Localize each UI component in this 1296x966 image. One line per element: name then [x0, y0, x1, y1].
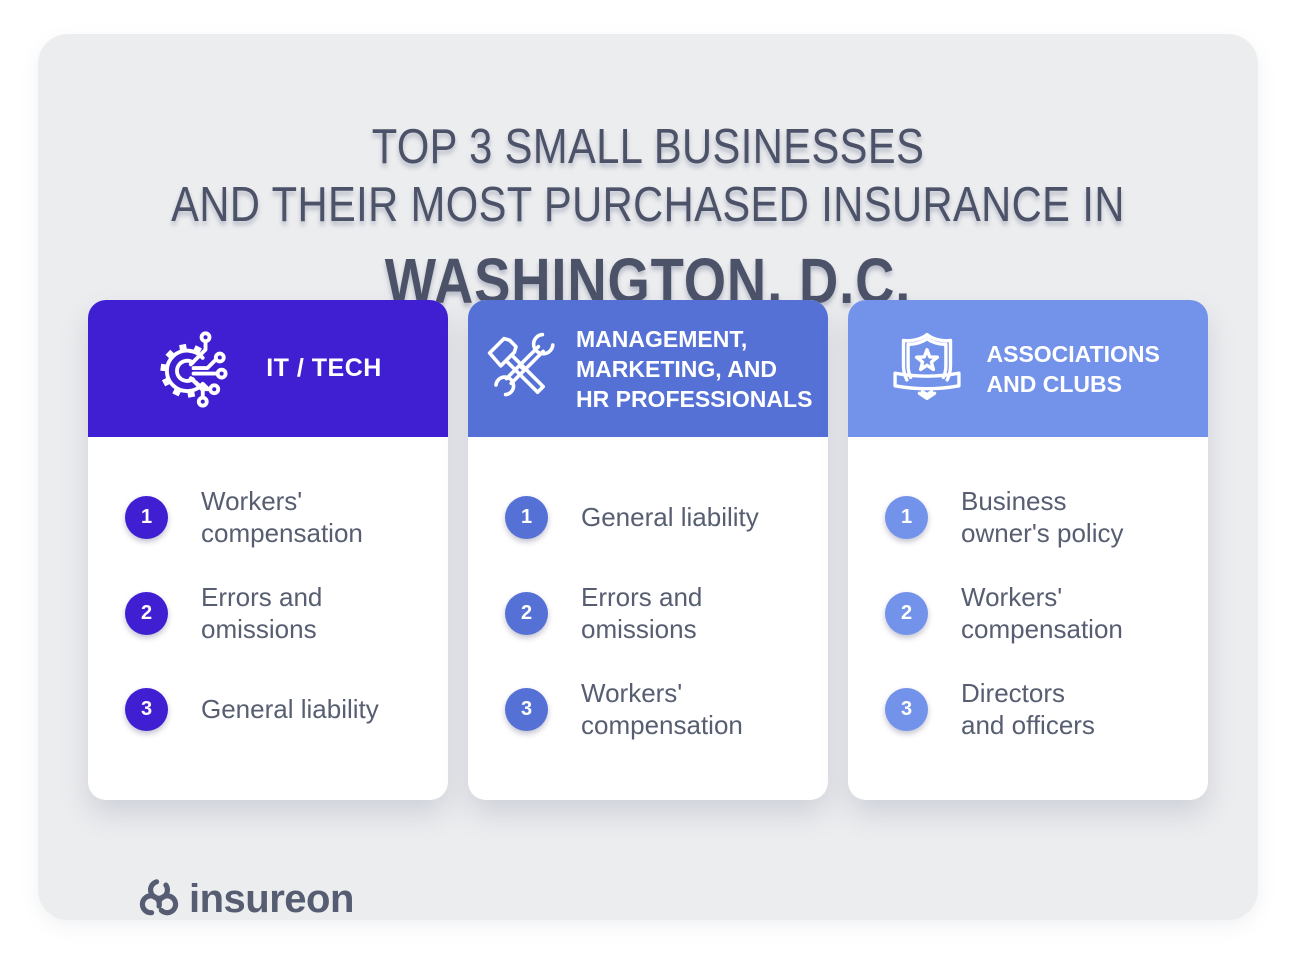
insurance-type: General liability [201, 693, 379, 725]
insurance-line-1: Workers' [201, 486, 303, 516]
insurance-line-2: and officers [961, 710, 1095, 740]
card-label: MANAGEMENT, MARKETING, AND HR PROFESSION… [576, 325, 813, 412]
list-item: 3 Directors and officers [848, 661, 1208, 757]
insurance-line-1: Workers' [961, 582, 1063, 612]
rank-badge: 2 [505, 591, 548, 635]
rank-badge: 3 [885, 687, 928, 731]
insurance-type: Workers' compensation [961, 581, 1123, 645]
card-label: ASSOCIATIONS AND CLUBS [986, 340, 1160, 397]
insurance-line-1: Directors [961, 678, 1066, 708]
card-it-tech: IT / TECH 1 Workers' compensation 2 Erro… [88, 300, 448, 800]
list-item: 1 General liability [468, 469, 828, 565]
rank-badge: 1 [885, 495, 928, 539]
brand-name: insureon [189, 876, 354, 921]
insurance-type: Workers' compensation [201, 485, 363, 549]
infographic-panel: TOP 3 SMALL BUSINESSES AND THEIR MOST PU… [38, 34, 1258, 922]
insurance-line-2: omissions [201, 614, 317, 644]
card-header-management: MANAGEMENT, MARKETING, AND HR PROFESSION… [468, 300, 828, 437]
card-label: IT / TECH [266, 354, 382, 382]
insurance-list: 1 Business owner's policy 2 Workers' com… [848, 437, 1208, 757]
list-item: 2 Errors and omissions [88, 565, 448, 661]
insurance-line-1: Workers' [581, 678, 683, 708]
insurance-line-1: General liability [201, 694, 379, 724]
rank-badge: 2 [885, 591, 928, 635]
insurance-type: Directors and officers [961, 677, 1095, 741]
insurance-line-1: Errors and [201, 582, 323, 612]
card-associations-clubs: ASSOCIATIONS AND CLUBS 1 Business owner'… [848, 300, 1208, 800]
insurance-line-1: General liability [581, 502, 759, 532]
title-line-1: TOP 3 SMALL BUSINESSES [371, 120, 925, 174]
insurance-line-2: omissions [581, 614, 697, 644]
list-item: 3 Workers' compensation [468, 661, 828, 757]
rank-badge: 1 [125, 495, 168, 539]
insurance-line-2: owner's policy [961, 518, 1124, 548]
rank-badge: 2 [125, 591, 168, 635]
insurance-list: 1 Workers' compensation 2 Errors and omi… [88, 437, 448, 757]
list-item: 1 Workers' compensation [88, 469, 448, 565]
title-line-2: AND THEIR MOST PURCHASED INSURANCE IN [171, 178, 1125, 232]
list-item: 1 Business owner's policy [848, 469, 1208, 565]
badge-star-icon [892, 332, 961, 400]
insureon-logo: insureon [136, 876, 354, 922]
page-title: TOP 3 SMALL BUSINESSES AND THEIR MOST PU… [38, 118, 1258, 316]
list-item: 2 Errors and omissions [468, 565, 828, 661]
insureon-trefoil-icon [139, 878, 179, 916]
insurance-line-2: compensation [581, 710, 743, 740]
rank-badge: 1 [505, 495, 548, 539]
list-item: 2 Workers' compensation [848, 565, 1208, 661]
insurance-type: Business owner's policy [961, 485, 1123, 549]
card-management-marketing-hr: MANAGEMENT, MARKETING, AND HR PROFESSION… [468, 300, 828, 800]
insurance-type: General liability [581, 501, 759, 533]
circuit-gear-icon [160, 330, 228, 408]
insurance-type: Errors and omissions [201, 581, 322, 645]
rank-badge: 3 [505, 687, 548, 731]
insurance-list: 1 General liability 2 Errors and omissio… [468, 437, 828, 757]
rank-badge: 3 [125, 687, 168, 731]
list-item: 3 General liability [88, 661, 448, 757]
card-header-associations: ASSOCIATIONS AND CLUBS [848, 300, 1208, 437]
card-header-it-tech: IT / TECH [88, 300, 448, 437]
insurance-line-2: compensation [201, 518, 363, 548]
insurance-type: Errors and omissions [581, 581, 702, 645]
insurance-line-2: compensation [961, 614, 1123, 644]
insurance-type: Workers' compensation [581, 677, 743, 741]
insurance-line-1: Business [961, 486, 1067, 516]
category-cards: IT / TECH 1 Workers' compensation 2 Erro… [88, 300, 1208, 800]
hammer-wrench-icon [487, 332, 555, 396]
insurance-line-1: Errors and [581, 582, 703, 612]
